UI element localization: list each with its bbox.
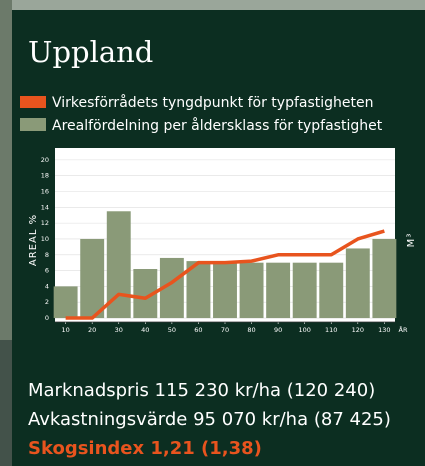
bar <box>372 239 396 318</box>
y-tick-label: 4 <box>45 282 49 290</box>
footer-line: Avkastningsvärde 95 070 kr/ha (87 425) <box>28 409 391 430</box>
x-tick-label: 80 <box>247 326 255 334</box>
bar <box>80 239 104 318</box>
x-tick-label: 10 <box>61 326 69 334</box>
x-tick-label: 90 <box>274 326 282 334</box>
x-tick-label: 50 <box>168 326 176 334</box>
x-tick-label: 40 <box>141 326 149 334</box>
card: Uppland Virkesförrådets tyngdpunkt för t… <box>0 0 425 466</box>
y-tick-label: 18 <box>41 172 49 180</box>
bar <box>293 263 317 318</box>
legend-label: Virkesförrådets tyngdpunkt för typfastig… <box>52 94 374 111</box>
y-tick-label: 8 <box>45 251 49 259</box>
bar <box>213 263 237 318</box>
y-tick-label: 2 <box>45 298 49 306</box>
chart-title: Uppland <box>28 35 153 69</box>
legend-swatch <box>20 96 46 108</box>
x-tick-label: 110 <box>325 326 337 334</box>
y2-axis-title: M³ <box>406 233 417 248</box>
y-tick-label: 16 <box>41 188 49 196</box>
y-axis-title: AREAL % <box>28 214 39 266</box>
bar <box>240 263 264 318</box>
footer-highlight: Skogsindex 1,21 (1,38) <box>28 438 262 459</box>
x-tick-label: 60 <box>194 326 202 334</box>
legend-label: Arealfördelning per åldersklass för typf… <box>52 117 383 134</box>
x-tick-label: 130 <box>378 326 390 334</box>
bar <box>346 248 370 318</box>
x-axis-title: ÅR <box>399 325 408 334</box>
top-strip <box>12 0 425 10</box>
x-tick-label: 70 <box>221 326 229 334</box>
x-tick-label: 30 <box>115 326 123 334</box>
x-tick-label: 20 <box>88 326 96 334</box>
y-tick-label: 0 <box>45 314 49 322</box>
x-tick-label: 120 <box>352 326 364 334</box>
y-tick-label: 12 <box>41 219 49 227</box>
footer-line: Marknadspris 115 230 kr/ha (120 240) <box>28 380 375 401</box>
x-tick-label: 100 <box>298 326 310 334</box>
y-tick-label: 10 <box>41 235 49 243</box>
bar <box>319 263 343 318</box>
y-tick-label: 20 <box>41 156 49 164</box>
bar <box>54 286 78 318</box>
y-tick-label: 14 <box>41 203 49 211</box>
y-tick-label: 6 <box>45 267 49 275</box>
side-strip-dark <box>0 340 12 466</box>
legend-swatch <box>20 118 46 131</box>
bar <box>266 263 290 318</box>
